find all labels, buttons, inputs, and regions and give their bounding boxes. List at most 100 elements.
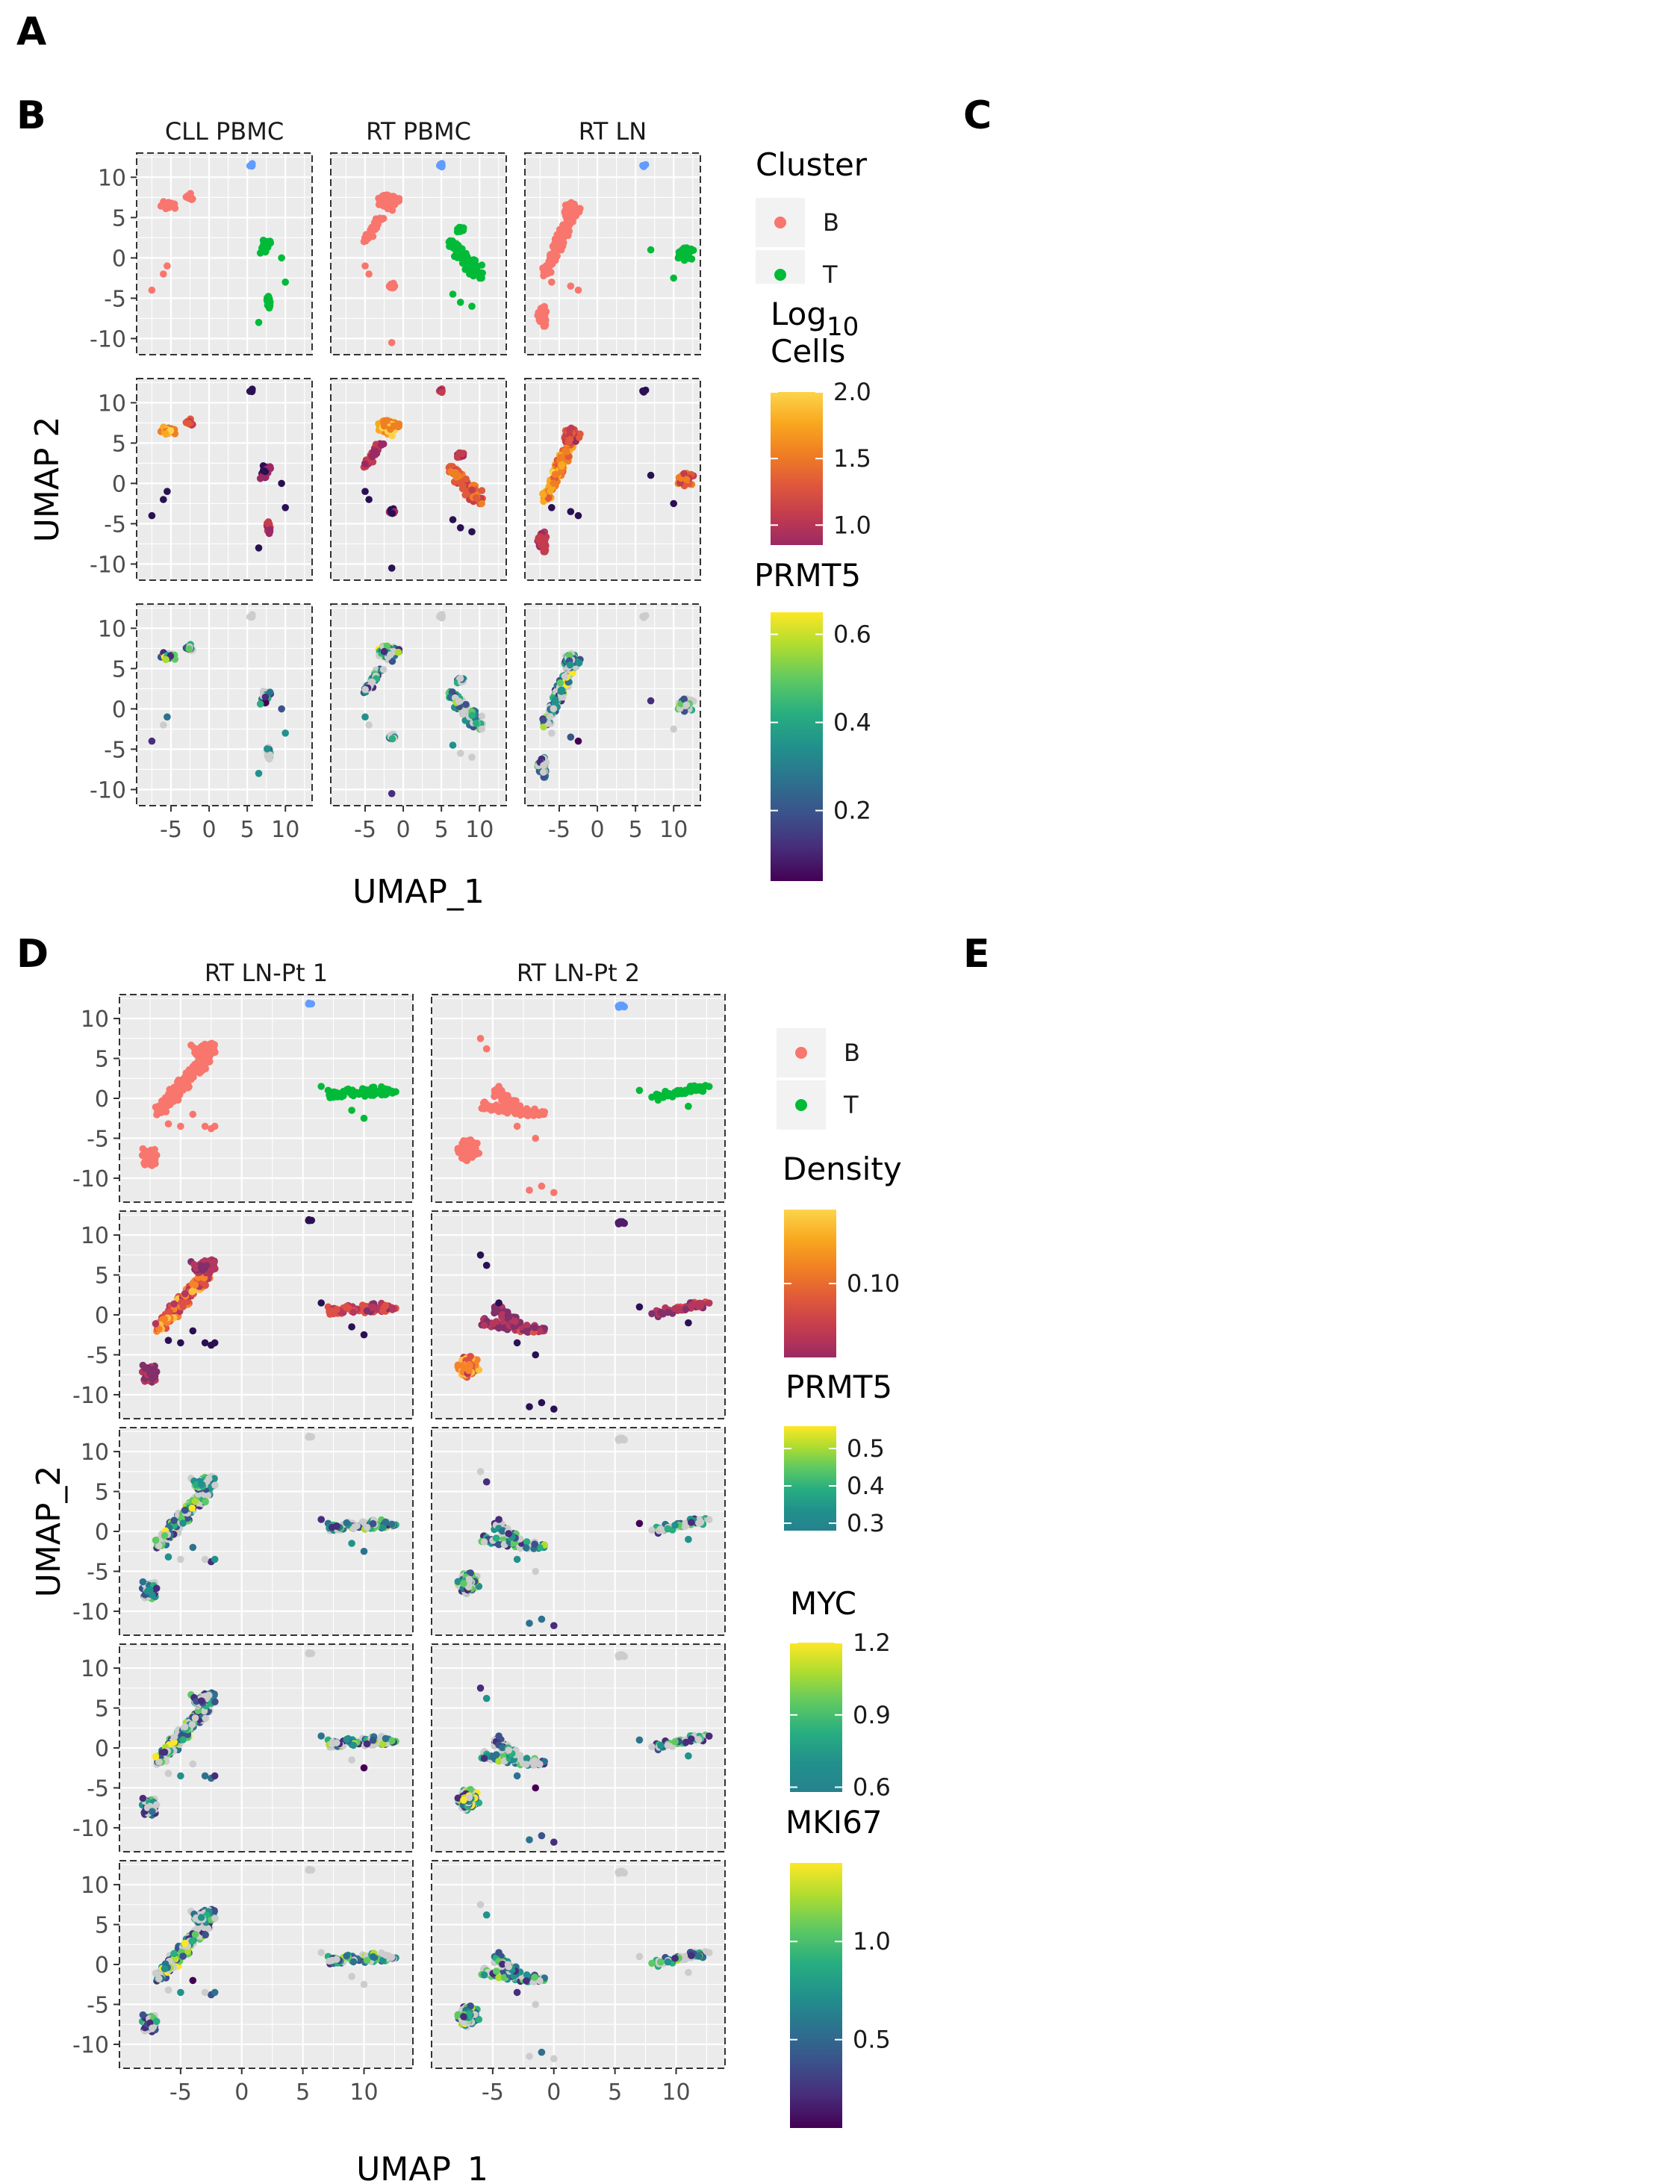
umap-point bbox=[550, 1189, 558, 1196]
umap-point bbox=[181, 1723, 189, 1731]
umap-point bbox=[211, 1265, 219, 1272]
umap-point bbox=[558, 235, 566, 243]
umap-point bbox=[185, 420, 193, 427]
umap-point bbox=[152, 1368, 161, 1375]
umap-point bbox=[532, 1567, 539, 1575]
x-axis-title: UMAP_1 bbox=[352, 873, 485, 911]
umap-point bbox=[478, 487, 486, 494]
umap-point bbox=[495, 1107, 503, 1116]
facet-points bbox=[454, 1218, 713, 1413]
umap-point bbox=[387, 426, 394, 433]
umap-point bbox=[191, 1714, 199, 1722]
umap-point bbox=[388, 509, 396, 517]
umap-point bbox=[478, 261, 486, 269]
umap-point bbox=[394, 423, 402, 431]
umap-point bbox=[647, 246, 655, 254]
umap-point bbox=[449, 516, 457, 523]
umap-point bbox=[551, 245, 559, 253]
umap-point bbox=[188, 1505, 196, 1512]
umap-point bbox=[495, 1324, 503, 1332]
umap-point bbox=[211, 1122, 219, 1130]
umap-point bbox=[558, 467, 565, 475]
umap-point bbox=[462, 249, 470, 258]
umap-point bbox=[368, 678, 376, 686]
umap-point bbox=[388, 432, 396, 440]
umap-point bbox=[148, 511, 156, 520]
umap-point bbox=[505, 1097, 512, 1104]
y-tick-label: 0 bbox=[95, 1519, 109, 1546]
x-tick-label: -5 bbox=[354, 817, 376, 843]
y-tick-label: 5 bbox=[95, 1047, 109, 1073]
umap-point bbox=[160, 496, 167, 503]
y-tick-label: 0 bbox=[112, 471, 126, 497]
umap-point bbox=[202, 1281, 210, 1289]
facet-border bbox=[136, 603, 313, 806]
umap-point bbox=[246, 613, 254, 620]
umap-point bbox=[179, 1736, 187, 1743]
umap-point bbox=[465, 1144, 473, 1152]
umap-point bbox=[685, 1102, 692, 1110]
umap-point bbox=[540, 762, 547, 769]
umap-point bbox=[523, 1544, 530, 1552]
umap-point bbox=[379, 665, 388, 673]
umap-point bbox=[349, 1525, 358, 1533]
facet-strip-label: RT LN-Pt 2 bbox=[517, 959, 640, 987]
umap-point bbox=[565, 201, 573, 208]
umap-point bbox=[538, 1182, 546, 1190]
umap-point bbox=[618, 1001, 626, 1009]
umap-point bbox=[155, 1325, 163, 1333]
umap-point bbox=[379, 1090, 387, 1098]
umap-point bbox=[680, 244, 688, 252]
y-tick-label: -10 bbox=[90, 777, 126, 803]
umap-point bbox=[383, 191, 391, 199]
umap-point bbox=[478, 500, 485, 508]
facet-points bbox=[534, 161, 697, 330]
umap-point bbox=[181, 1073, 189, 1081]
umap-point bbox=[164, 1120, 172, 1127]
umap-point bbox=[536, 1328, 544, 1335]
umap-point bbox=[618, 1434, 626, 1442]
panel-letter-c: C bbox=[963, 93, 992, 138]
facet-strip-label: CLL PBMC bbox=[165, 117, 284, 146]
facet-background bbox=[331, 604, 506, 806]
umap-point bbox=[211, 1042, 218, 1050]
umap-point bbox=[567, 282, 575, 290]
umap-point bbox=[548, 279, 556, 286]
umap-point bbox=[383, 417, 391, 425]
umap-point bbox=[305, 1433, 314, 1441]
umap-point bbox=[368, 452, 376, 461]
facet-background bbox=[137, 379, 312, 580]
umap-point bbox=[256, 475, 264, 482]
umap-point bbox=[363, 1307, 371, 1315]
umap-point bbox=[179, 1519, 187, 1527]
umap-point bbox=[162, 430, 169, 438]
umap-point bbox=[685, 1535, 692, 1543]
umap-point bbox=[211, 1048, 219, 1056]
umap-point bbox=[565, 652, 573, 659]
umap-point bbox=[539, 265, 547, 273]
umap-point bbox=[648, 1310, 656, 1318]
y-tick-label: 0 bbox=[112, 697, 126, 723]
umap-point bbox=[523, 1538, 531, 1546]
umap-point bbox=[185, 645, 193, 653]
facet-grid bbox=[137, 153, 312, 355]
umap-point bbox=[523, 1328, 530, 1335]
umap-point bbox=[388, 1520, 396, 1528]
y-tick-label: -5 bbox=[104, 737, 126, 763]
umap-point bbox=[343, 1519, 351, 1527]
umap-point bbox=[149, 1375, 156, 1382]
umap-point bbox=[255, 544, 263, 552]
umap-point bbox=[551, 470, 559, 479]
umap-point bbox=[456, 299, 464, 306]
umap-point bbox=[360, 1331, 368, 1339]
x-tick-label: 10 bbox=[659, 817, 688, 843]
umap-point bbox=[688, 1519, 695, 1526]
facet-border bbox=[524, 603, 701, 806]
umap-point bbox=[705, 1516, 713, 1523]
umap-point bbox=[647, 471, 655, 479]
umap-point bbox=[558, 242, 565, 250]
umap-point bbox=[455, 472, 463, 480]
